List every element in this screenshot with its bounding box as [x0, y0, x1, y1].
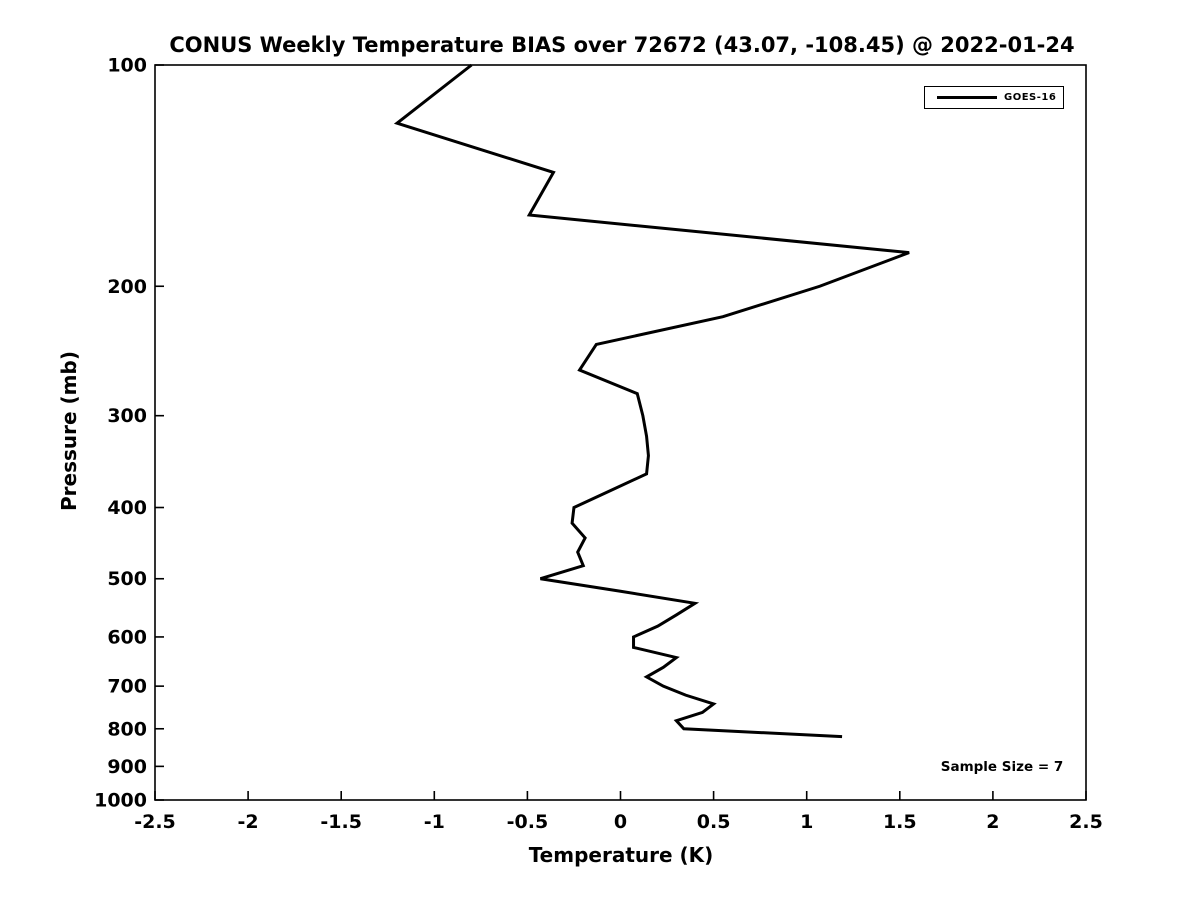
x-tick-label: -1 [424, 811, 445, 833]
x-tick-label: 1 [800, 811, 813, 833]
series-line-goes-16 [393, 63, 910, 739]
x-tick-label: 0.5 [697, 811, 731, 833]
y-tick-label: 100 [107, 55, 147, 77]
y-tick-label: 200 [107, 276, 147, 298]
x-tick-label: 0 [614, 811, 627, 833]
x-tick-label: -0.5 [507, 811, 549, 833]
y-tick-label: 700 [107, 676, 147, 698]
y-tick-label: 400 [107, 497, 147, 519]
y-tick-label: 500 [107, 568, 147, 590]
plot-frame [154, 64, 1087, 801]
y-tick-label: 1000 [94, 790, 147, 812]
legend: GOES-16 [924, 86, 1064, 109]
y-tick-label: 900 [107, 756, 147, 778]
legend-line-sample [937, 96, 997, 99]
x-tick-label: 1.5 [883, 811, 917, 833]
x-axis-title: Temperature (K) [528, 843, 714, 867]
x-tick-label: -2.5 [134, 811, 176, 833]
sample-size-annotation: Sample Size = 7 [940, 759, 1064, 775]
y-tick-label: 600 [107, 626, 147, 648]
x-tick-label: -1.5 [320, 811, 362, 833]
y-tick-label: 300 [107, 405, 147, 427]
legend-series-label: GOES-16 [1004, 92, 1057, 103]
x-tick-label: 2 [986, 811, 999, 833]
y-tick-label: 800 [107, 718, 147, 740]
chart-title: CONUS Weekly Temperature BIAS over 72672… [169, 33, 1075, 57]
x-tick-label: 2.5 [1069, 811, 1103, 833]
x-tick-label: -2 [238, 811, 259, 833]
